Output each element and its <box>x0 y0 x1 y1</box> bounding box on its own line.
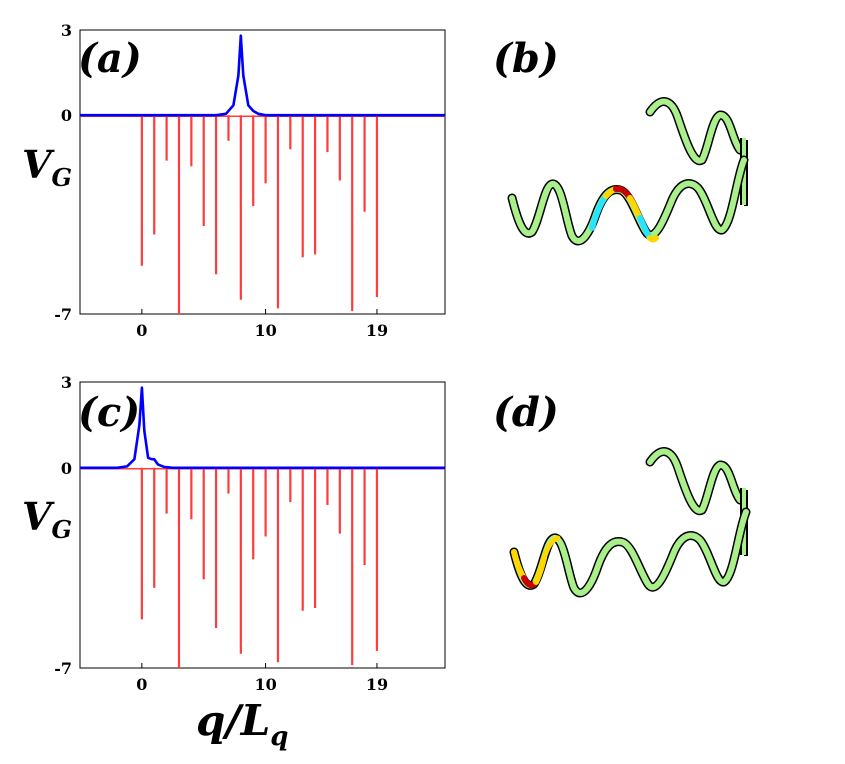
xtick-label-a-2: 19 <box>366 321 388 340</box>
ytick-label-c-2: -7 <box>54 659 72 678</box>
plot-area-a <box>80 34 445 314</box>
plot-frame-c <box>79 381 446 669</box>
plot-area-c <box>80 386 445 668</box>
panel-label-d: (d) <box>493 389 559 436</box>
wavefunction-line-c <box>80 386 445 470</box>
ticks-c: 0 10 19 3 0 -7 <box>54 373 388 694</box>
panel-b: (b) <box>493 35 749 246</box>
xlabel: q/Lq <box>196 696 288 752</box>
helix-structure-b <box>507 97 749 246</box>
xtick-label-c-1: 10 <box>254 675 276 694</box>
ylabel-c: VG <box>22 494 72 544</box>
ytick-label-c-0: 3 <box>61 373 72 392</box>
xtick-label-c-2: 19 <box>366 675 388 694</box>
ytick-label-a-1: 0 <box>61 106 72 125</box>
xtick-label-a-1: 10 <box>254 321 276 340</box>
xtick-label-c-0: 0 <box>136 675 147 694</box>
ytick-label-a-0: 3 <box>61 21 72 40</box>
panel-a: (a) 0 10 19 3 0 -7 <box>54 21 446 340</box>
xtick-label-a-0: 0 <box>136 321 147 340</box>
ytick-label-a-2: -7 <box>54 305 72 324</box>
panel-label-c: (c) <box>78 389 140 436</box>
ytick-label-c-1: 0 <box>61 459 72 478</box>
ticks-a: 0 10 19 3 0 -7 <box>54 21 388 340</box>
helix-structure-d <box>509 447 751 598</box>
ylabel-a: VG <box>22 142 72 192</box>
panel-c: (c) 0 10 19 3 0 -7 <box>54 373 446 694</box>
panel-d: (d) <box>493 389 751 598</box>
panel-label-a: (a) <box>78 35 142 82</box>
wavefunction-line-a <box>80 34 445 117</box>
panel-label-b: (b) <box>493 35 559 82</box>
